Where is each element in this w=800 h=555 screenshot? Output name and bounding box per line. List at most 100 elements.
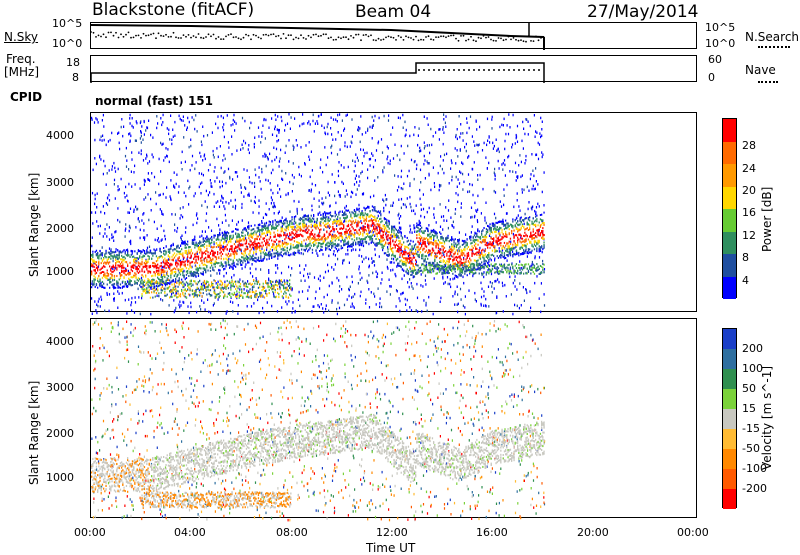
power-cell (386, 145, 388, 148)
power-cell (297, 233, 299, 236)
power-cell (165, 147, 167, 150)
power-cell (345, 114, 347, 117)
power-cell (396, 236, 398, 239)
power-cell (409, 228, 412, 231)
power-cell (341, 210, 343, 213)
power-cell (323, 224, 326, 227)
power-cell (223, 265, 225, 267)
power-cell (457, 275, 459, 279)
power-cell (291, 287, 293, 290)
power-cell (327, 269, 329, 273)
power-cell (208, 241, 210, 244)
power-cell (274, 291, 276, 294)
power-cell (333, 230, 335, 233)
power-cell (121, 254, 123, 257)
power-cell (265, 164, 267, 168)
power-cell (488, 161, 490, 165)
power-cell (175, 306, 177, 310)
power-cell (455, 133, 457, 137)
power-cell (329, 211, 332, 214)
station-title: Blackstone (fitACF) (92, 0, 255, 20)
power-cell (494, 259, 496, 262)
power-cell (402, 187, 404, 191)
power-cell (285, 242, 287, 245)
power-cell (253, 181, 256, 185)
power-cell (171, 271, 173, 273)
noise-dot (130, 36, 132, 39)
power-cell (243, 259, 245, 262)
power-cell (139, 284, 141, 287)
power-cell (362, 240, 364, 243)
power-cell (271, 159, 273, 163)
power-cell (183, 191, 185, 194)
power-cell (244, 141, 247, 145)
power-cell (213, 279, 215, 282)
power-cell (233, 247, 236, 250)
power-cell (274, 235, 276, 238)
power-cell (171, 272, 173, 275)
noise-dot (437, 36, 440, 38)
power-cell (219, 145, 221, 148)
noise-dot (445, 36, 447, 39)
power-cell (196, 270, 198, 273)
power-cell (326, 243, 328, 246)
power-cell (121, 118, 123, 121)
power-cell (538, 205, 540, 208)
power-cell (224, 170, 226, 173)
power-cell (233, 291, 236, 294)
power-cell (258, 211, 260, 215)
power-cell (481, 149, 484, 152)
power-cell (338, 213, 340, 216)
power-cell (283, 253, 285, 256)
power-cell (275, 246, 278, 249)
power-cell (334, 236, 336, 239)
power-cell (486, 117, 489, 121)
power-cell (472, 274, 474, 278)
power-cell (241, 267, 243, 270)
power-cell (279, 219, 281, 222)
power-cell (113, 292, 115, 295)
power-cell (439, 164, 441, 168)
power-cell (140, 276, 143, 280)
power-cell (308, 158, 311, 161)
power-cell (301, 122, 303, 126)
power-cell (377, 176, 379, 179)
power-cell (239, 244, 242, 247)
power-cell (211, 281, 213, 284)
power-cell (212, 284, 214, 287)
power-cell (209, 163, 211, 166)
power-cell (171, 279, 173, 282)
power-cell (197, 242, 200, 245)
freq-unit-label: [MHz] (4, 65, 40, 79)
power-cell (99, 155, 101, 159)
power-cell (226, 284, 228, 287)
power-cell (361, 192, 364, 196)
power-cell (346, 298, 348, 301)
power-cell (166, 154, 168, 158)
power-cell (502, 310, 504, 313)
power-cell (126, 280, 129, 283)
power-cell (190, 266, 192, 269)
power-cell (208, 240, 210, 243)
noise-dot (350, 35, 352, 37)
power-cell (237, 263, 239, 266)
power-cell (290, 238, 292, 241)
power-cell (358, 267, 360, 271)
power-cell (493, 212, 496, 216)
power-cell (477, 174, 479, 177)
power-cell (327, 241, 329, 244)
power-cell (127, 265, 129, 267)
power-cell (280, 148, 282, 152)
power-cell (146, 261, 148, 264)
power-cell (516, 304, 518, 308)
power-cell (227, 141, 229, 144)
power-cell (254, 238, 256, 241)
power-cell (187, 284, 189, 287)
power-cell (108, 309, 110, 313)
power-cell (280, 271, 283, 275)
power-cell (237, 260, 239, 263)
power-cell (392, 126, 394, 129)
power-cell (275, 284, 278, 287)
power-cell (169, 248, 171, 251)
power-cell (403, 152, 405, 155)
